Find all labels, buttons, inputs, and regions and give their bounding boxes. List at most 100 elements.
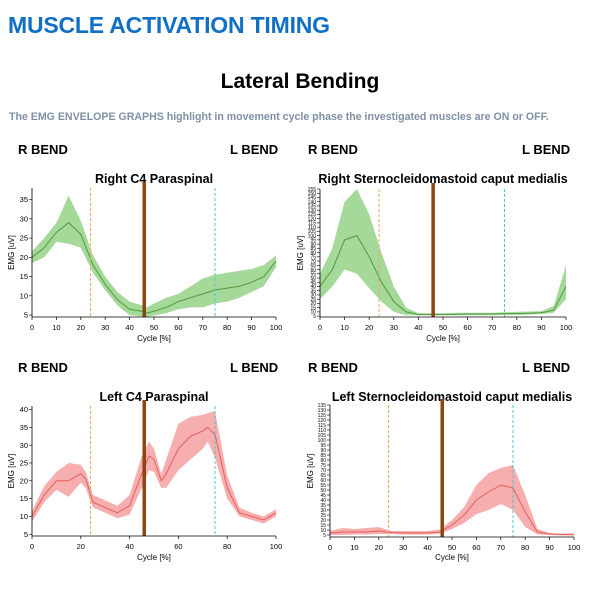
y-tick-label: 125 <box>308 212 317 218</box>
panel-4-right-label: L BEND <box>522 360 571 375</box>
y-tick-label: 120 <box>318 418 327 424</box>
y-tick-label: 20 <box>310 301 316 307</box>
y-tick-label: 15 <box>310 305 316 311</box>
x-tick-label: 30 <box>101 323 109 332</box>
y-tick-label: 5 <box>323 533 326 539</box>
y-tick-label: 115 <box>318 423 326 429</box>
chart-title: Left Sternocleidomastoid caput medialis <box>332 390 572 404</box>
x-tick-label: 0 <box>328 543 332 552</box>
description-text: The EMG ENVELOPE GRAPHS highlight in mov… <box>9 111 549 123</box>
y-tick-label: 80 <box>320 458 326 464</box>
y-axis-label: EMG [uV] <box>306 454 315 489</box>
x-tick-label: 90 <box>537 323 545 332</box>
y-tick-label: 130 <box>308 208 317 214</box>
chart-3: Left C4 Paraspinal 0 20 40 60 80 100 5 10 15 20 25 3… <box>7 390 282 562</box>
y-tick-label: 130 <box>318 408 327 414</box>
y-tick-label: 90 <box>320 448 326 454</box>
y-tick-label: 145 <box>308 195 317 201</box>
y-tick-label: 20 <box>20 476 28 485</box>
x-axis-label: Cycle [%] <box>137 334 171 343</box>
mean-line <box>319 234 567 315</box>
y-tick-label: 110 <box>308 225 316 231</box>
panel-1-right-label: L BEND <box>230 142 279 157</box>
y-tick-label: 105 <box>318 433 327 439</box>
x-tick-label: 10 <box>340 323 348 332</box>
x-tick-label: 80 <box>521 543 529 552</box>
x-tick-label: 80 <box>513 323 521 332</box>
x-tick-label: 20 <box>77 323 85 332</box>
y-tick-label: 70 <box>310 259 316 265</box>
y-axis-label: EMG [uV] <box>7 235 16 270</box>
y-tick-label: 60 <box>310 267 316 273</box>
y-tick-label: 15 <box>20 494 28 503</box>
x-tick-label: 90 <box>247 323 255 332</box>
y-tick-label: 40 <box>20 405 28 414</box>
y-tick-label: 25 <box>320 513 326 519</box>
x-tick-label: 30 <box>390 323 398 332</box>
panel-3-left-label: R BEND <box>18 360 68 375</box>
y-tick-label: 60 <box>320 478 326 484</box>
y-tick-label: 55 <box>310 272 316 278</box>
y-tick-label: 35 <box>20 195 28 204</box>
y-tick-label: 25 <box>20 459 28 468</box>
chart-1: Right C4 Paraspinal 0 10 20 30 40 50 60 70 80 90 10… <box>7 172 282 343</box>
y-tick-label: 25 <box>20 234 28 243</box>
page-title: MUSCLE ACTIVATION TIMING <box>8 12 330 38</box>
x-tick-label: 50 <box>150 323 158 332</box>
y-axis-label: EMG [uV] <box>296 236 305 271</box>
x-tick-label: 50 <box>439 323 447 332</box>
y-tick-label: 115 <box>308 221 316 227</box>
panel-2-left-label: R BEND <box>308 142 358 157</box>
y-tick-label: 100 <box>318 438 327 444</box>
y-tick-label: 120 <box>308 216 317 222</box>
x-axis-label: Cycle [%] <box>426 334 460 343</box>
x-axis-label: Cycle [%] <box>137 553 171 562</box>
x-tick-label: 90 <box>545 543 553 552</box>
y-tick-label: 20 <box>320 518 326 524</box>
x-tick-label: 100 <box>270 323 283 332</box>
y-tick-label: 35 <box>320 503 326 509</box>
x-tick-label: 80 <box>223 323 231 332</box>
y-tick-label: 10 <box>20 512 28 521</box>
x-tick-label: 30 <box>399 543 407 552</box>
y-tick-label: 150 <box>308 191 317 197</box>
y-tick-label: 10 <box>20 291 28 300</box>
y-tick-label: 70 <box>320 468 326 474</box>
y-tick-label: 95 <box>320 443 326 449</box>
y-tick-label: 75 <box>320 463 326 469</box>
x-tick-label: 70 <box>199 323 207 332</box>
y-tick-label: 40 <box>310 284 316 290</box>
movement-subtitle: Lateral Bending <box>220 70 380 93</box>
y-tick-label: 30 <box>320 508 326 514</box>
y-tick-label: 55 <box>320 483 326 489</box>
y-tick-label: 20 <box>20 253 28 262</box>
variance-band <box>32 411 276 524</box>
x-tick-label: 60 <box>174 542 182 551</box>
panel-4-left-label: R BEND <box>308 360 358 375</box>
x-tick-label: 20 <box>375 543 383 552</box>
y-tick-label: 5 <box>24 311 28 320</box>
x-tick-label: 70 <box>497 543 505 552</box>
y-tick-label: 100 <box>308 233 317 239</box>
x-tick-label: 70 <box>488 323 496 332</box>
y-tick-label: 45 <box>320 493 326 499</box>
x-tick-label: 20 <box>77 542 85 551</box>
y-tick-label: 30 <box>20 214 28 223</box>
x-tick-label: 0 <box>318 323 322 332</box>
y-tick-label: 135 <box>308 204 317 210</box>
mean-line <box>329 484 574 535</box>
chart-title: Right C4 Paraspinal <box>95 172 213 186</box>
x-tick-label: 0 <box>30 542 34 551</box>
y-tick-label: 35 <box>20 423 28 432</box>
panel-3-right-label: L BEND <box>230 360 279 375</box>
x-tick-label: 60 <box>472 543 480 552</box>
x-tick-label: 40 <box>423 543 431 552</box>
x-tick-label: 50 <box>448 543 456 552</box>
y-tick-label: 15 <box>320 523 326 529</box>
y-tick-label: 155 <box>308 187 317 193</box>
x-axis-label: Cycle [%] <box>435 553 469 562</box>
x-tick-label: 20 <box>365 323 373 332</box>
x-tick-label: 60 <box>463 323 471 332</box>
y-tick-label: 110 <box>318 428 326 434</box>
